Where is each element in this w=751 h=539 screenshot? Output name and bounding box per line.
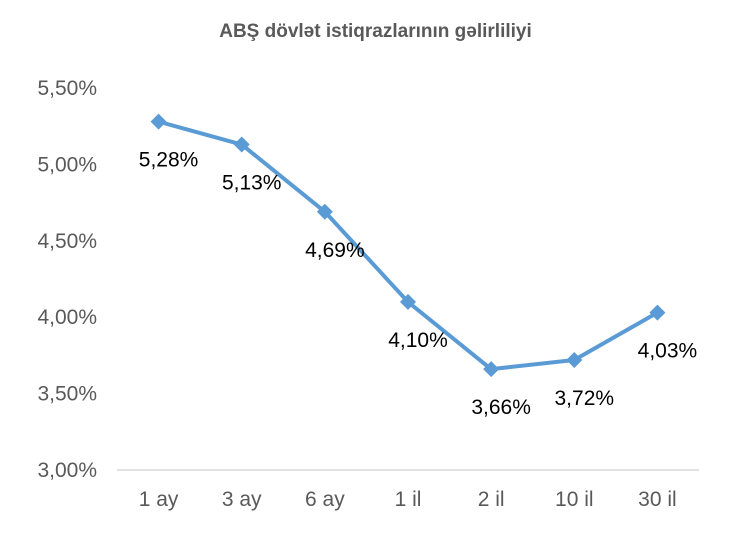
- x-tick-label: 10 il: [555, 488, 594, 511]
- data-point-marker: [483, 361, 500, 378]
- x-tick-label: 1 ay: [139, 488, 179, 511]
- x-axis: 1 ay 3 ay 6 ay 1 il 2 il 10 il 30 il: [139, 488, 677, 511]
- data-label: 3,72%: [555, 387, 615, 410]
- x-tick-label: 6 ay: [305, 488, 345, 511]
- data-point-marker: [566, 351, 583, 368]
- data-label: 5,13%: [222, 172, 282, 195]
- data-label: 5,28%: [139, 149, 199, 172]
- chart-title: ABŞ dövlət istiqrazlarının gəlirliliyi: [219, 21, 532, 42]
- x-tick-label: 2 il: [478, 488, 505, 511]
- y-tick-label: 4,00%: [37, 306, 97, 329]
- y-tick-label: 4,50%: [37, 230, 97, 253]
- data-point-marker: [233, 136, 250, 153]
- y-tick-label: 3,50%: [37, 383, 97, 406]
- data-label: 4,69%: [305, 239, 365, 262]
- series-line: [150, 113, 666, 378]
- x-tick-label: 1 il: [395, 488, 422, 511]
- data-point-marker: [400, 293, 416, 310]
- y-tick-label: 5,50%: [37, 77, 97, 100]
- y-axis: 3,00% 3,50% 4,00% 4,50% 5,00% 5,50%: [37, 77, 97, 482]
- data-point-marker: [649, 304, 666, 321]
- data-labels: 5,28% 5,13% 4,69% 4,10% 3,66% 3,72% 4,03%: [139, 149, 697, 420]
- data-label: 3,66%: [471, 396, 531, 419]
- y-tick-label: 3,00%: [37, 459, 97, 482]
- x-tick-label: 30 il: [638, 488, 677, 511]
- x-tick-label: 3 ay: [222, 488, 262, 511]
- data-point-marker: [316, 203, 333, 220]
- data-label: 4,10%: [388, 329, 448, 352]
- data-point-marker: [150, 113, 167, 130]
- data-label: 4,03%: [638, 340, 698, 363]
- y-tick-label: 5,00%: [37, 153, 97, 176]
